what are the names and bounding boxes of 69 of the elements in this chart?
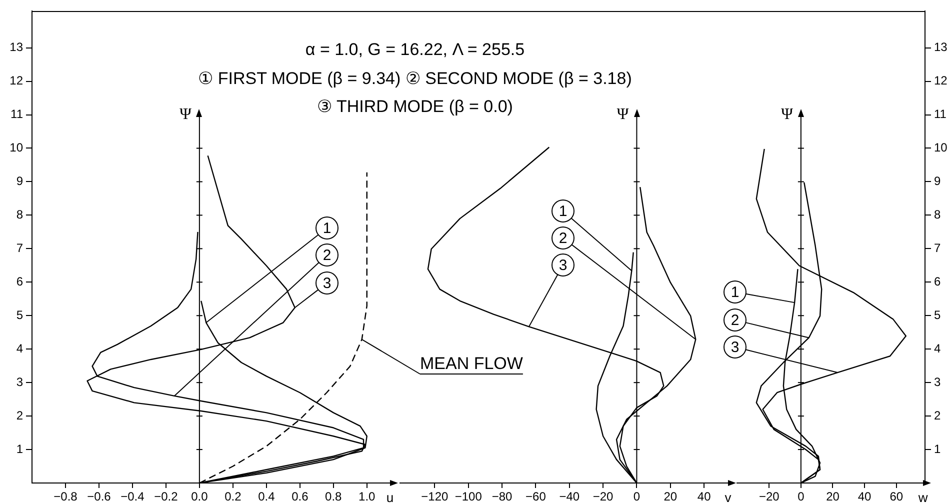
y-tick-label: 9: [934, 174, 941, 188]
x-tick-label: −100: [454, 490, 482, 504]
x-tick-label: 0.0: [191, 490, 208, 504]
x-tick-label: −20: [592, 490, 614, 504]
x-tick-label: −120: [421, 490, 449, 504]
y-tick-label: 13: [934, 40, 948, 54]
x-tick-label: −0.2: [154, 490, 178, 504]
x-tick-label: −60: [526, 490, 546, 504]
y-tick-label: 1: [16, 442, 24, 456]
x-tick-label: 0.6: [292, 490, 309, 504]
y-tick-label: 7: [934, 240, 941, 255]
x-tick-label: 0: [633, 490, 640, 504]
x-tick-label: −0.4: [120, 490, 145, 504]
y-axis-title: Ψ: [180, 106, 192, 124]
legend-label: 2: [730, 312, 740, 330]
y-tick-label: 10: [934, 140, 948, 155]
x-tick-label: 1.0: [358, 490, 376, 504]
x-tick-label: 20: [826, 490, 840, 504]
legend-label: 2: [322, 247, 332, 264]
x-tick-label: −80: [492, 490, 513, 504]
x-tick-label: −40: [559, 490, 580, 504]
y-tick-label: 13: [10, 40, 24, 54]
y-axis-title: Ψ: [616, 106, 629, 124]
x-tick-label: 20: [664, 490, 678, 504]
x-tick-label: 60: [890, 490, 904, 504]
y-tick-label: 6: [934, 274, 941, 288]
y-tick-label: 4: [934, 341, 941, 356]
legend-label: 2: [558, 230, 568, 248]
x-axis-title: u: [386, 490, 394, 504]
x-axis-title: v: [724, 490, 732, 504]
y-tick-label: 5: [934, 308, 941, 322]
text: α = 1.0, G = 16.22, Λ = 255.5: [305, 40, 525, 59]
y-tick-label: 12: [10, 74, 24, 88]
x-tick-label: 0.2: [224, 490, 242, 504]
x-tick-label: 0.4: [258, 490, 276, 504]
legend-label: 3: [558, 257, 568, 274]
text: ① FIRST MODE (β = 9.34) ② SECOND MODE (β = 3.18): [198, 69, 632, 88]
y-axis-title: Ψ: [781, 106, 794, 124]
x-tick-label: −0.8: [54, 490, 78, 504]
y-tick-label: 3: [934, 374, 941, 389]
annotation: ③ THIRD MODE (β = 0.0): [317, 97, 513, 116]
x-tick-label: 40: [858, 490, 872, 504]
y-tick-label: 2: [934, 408, 941, 422]
text: MEAN FLOW: [420, 354, 523, 373]
y-tick-label: 11: [934, 107, 947, 122]
x-tick-label: 40: [697, 490, 712, 504]
y-tick-label: 8: [16, 208, 24, 222]
y-tick-label: 10: [10, 140, 24, 155]
x-axis-title: w: [917, 490, 928, 504]
text: 3: [730, 339, 740, 356]
text: 1: [322, 220, 332, 238]
y-tick-label: 3: [16, 374, 24, 389]
y-tick-label: 7: [16, 240, 24, 255]
y-tick-label: 11: [10, 107, 24, 122]
y-tick-label: 4: [16, 341, 24, 356]
y-tick-label: 1: [934, 442, 941, 456]
legend-label: 1: [730, 284, 740, 302]
y-tick-label: 12: [934, 74, 948, 88]
x-tick-label: −0.6: [87, 490, 112, 504]
x-tick-label: 0.8: [325, 490, 342, 504]
legend-label: 3: [322, 275, 332, 292]
y-tick-label: 8: [934, 208, 941, 222]
x-tick-label: −20: [758, 490, 780, 504]
y-tick-label: 6: [16, 274, 24, 288]
text: 1: [558, 203, 568, 220]
y-tick-label: 5: [16, 308, 24, 322]
y-tick-label: 9: [16, 174, 24, 188]
x-tick-label: 0: [798, 490, 805, 504]
y-tick-label: 2: [16, 408, 24, 422]
